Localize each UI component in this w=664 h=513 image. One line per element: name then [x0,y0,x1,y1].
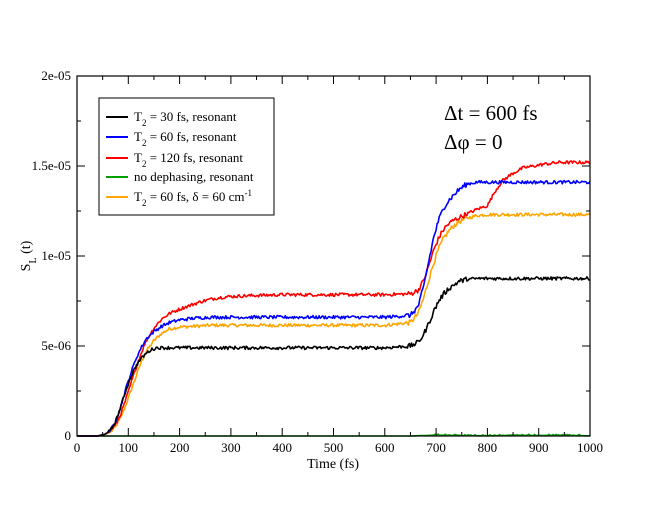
y-axis-ticks: 0 5e-06 1e-05 1.5e-05 2e-05 [32,68,590,443]
x-tick-label: 800 [478,440,498,455]
series-line [77,276,591,437]
y-tick-label: 0 [65,428,72,443]
legend-label: T2 = 60 fs, resonant [134,129,237,148]
legend-box [98,97,275,216]
legend-label: T2 = 60 fs, δ = 60 cm-1 [134,188,252,208]
series-line [77,212,591,437]
legend-label: T2 = 120 fs, resonant [134,150,243,169]
x-tick-label: 0 [74,440,81,455]
x-tick-label: 1000 [577,440,603,455]
x-axis-ticks: 0 100 200 300 400 500 600 700 800 900 1000 [74,76,603,455]
x-tick-label: 200 [170,440,190,455]
x-tick-label: 100 [119,440,139,455]
x-tick-label: 400 [272,440,292,455]
y-tick-label: 1.5e-05 [32,158,71,173]
series-line [77,179,591,437]
annotation-delta-t: Δt = 600 fs [444,101,538,125]
y-tick-label: 2e-05 [41,68,71,83]
x-tick-label: 900 [529,440,549,455]
series-line [77,160,591,437]
legend-label: T2 = 30 fs, resonant [134,109,237,128]
y-tick-label: 5e-06 [41,338,71,353]
legend-label: no dephasing, resonant [134,169,254,184]
x-tick-label: 300 [221,440,241,455]
y-axis-label: SL (t) [19,240,39,271]
x-tick-label: 700 [426,440,446,455]
x-axis-label: Time (fs) [307,457,359,472]
y-tick-label: 1e-05 [41,248,71,263]
x-tick-label: 500 [324,440,344,455]
annotation-delta-phi: Δφ = 0 [444,130,502,154]
x-tick-label: 600 [375,440,395,455]
